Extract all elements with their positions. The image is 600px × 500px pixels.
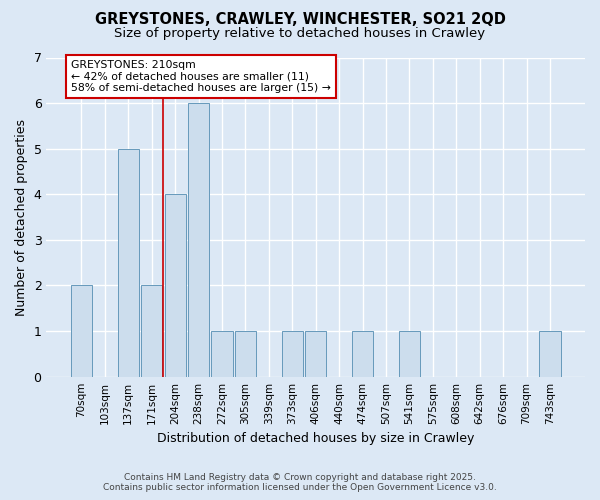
Text: Size of property relative to detached houses in Crawley: Size of property relative to detached ho…: [115, 28, 485, 40]
Text: GREYSTONES, CRAWLEY, WINCHESTER, SO21 2QD: GREYSTONES, CRAWLEY, WINCHESTER, SO21 2Q…: [95, 12, 505, 28]
Bar: [305, 331, 326, 376]
Bar: [164, 194, 185, 376]
Bar: [71, 286, 92, 376]
Bar: [282, 331, 303, 376]
Text: Contains HM Land Registry data © Crown copyright and database right 2025.
Contai: Contains HM Land Registry data © Crown c…: [103, 473, 497, 492]
Bar: [188, 103, 209, 376]
Bar: [539, 331, 560, 376]
Bar: [141, 286, 162, 376]
Bar: [235, 331, 256, 376]
Y-axis label: Number of detached properties: Number of detached properties: [15, 118, 28, 316]
Bar: [352, 331, 373, 376]
Bar: [211, 331, 233, 376]
X-axis label: Distribution of detached houses by size in Crawley: Distribution of detached houses by size …: [157, 432, 475, 445]
Text: GREYSTONES: 210sqm
← 42% of detached houses are smaller (11)
58% of semi-detache: GREYSTONES: 210sqm ← 42% of detached hou…: [71, 60, 331, 93]
Bar: [118, 148, 139, 376]
Bar: [399, 331, 420, 376]
